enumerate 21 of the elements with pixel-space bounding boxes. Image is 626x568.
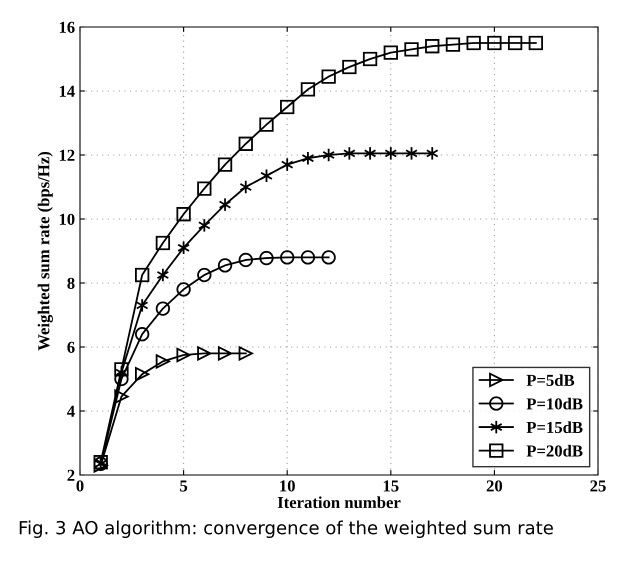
y-tick-label: 14	[60, 86, 75, 97]
y-tick-label: 2	[68, 470, 74, 481]
y-tick-label: 16	[60, 22, 75, 33]
legend-label: P=20dB	[526, 444, 583, 457]
x-tick-label: 20	[486, 480, 502, 492]
y-tick-label: 6	[67, 342, 75, 353]
y-tick-label: 4	[67, 406, 75, 417]
x-tick-label: 10	[280, 480, 295, 492]
y-tick-label: 10	[60, 214, 75, 225]
y-tick-label: 8	[67, 278, 75, 289]
legend-label: P=15dB	[526, 421, 583, 434]
x-tick-label: 5	[180, 480, 188, 492]
legend-label: P=10dB	[526, 398, 583, 410]
y-tick-label: 12	[60, 150, 74, 161]
x-tick-label: 0	[76, 480, 84, 492]
x-tick-label: 25	[590, 480, 606, 492]
y-axis-title: Weighted sum rate (bps/Hz)	[38, 152, 53, 351]
x-axis-title: Iteration number	[278, 496, 400, 508]
x-tick-label: 15	[384, 480, 399, 492]
legend-label: P=5dB	[526, 374, 574, 386]
caption: Fig. 3 AO algorithm: convergence of the weighted sum rate	[20, 520, 553, 538]
